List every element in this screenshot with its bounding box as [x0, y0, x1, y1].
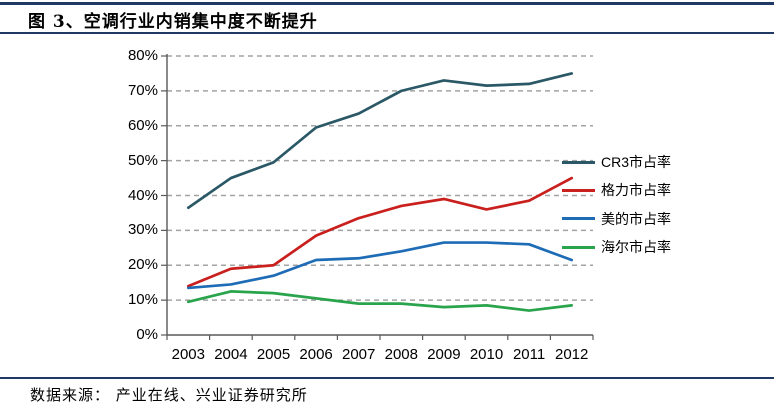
legend-line-swatch [562, 245, 595, 249]
y-tick-label: 10% [127, 291, 158, 309]
data-source-note: 数据来源： 产业在线、兴业证券研究所 [30, 386, 308, 404]
legend-line-swatch [562, 188, 595, 192]
series-line-海尔市占率 [186, 290, 574, 312]
legend-label: CR3市占率 [601, 154, 672, 170]
legend-item: 格力市占率 [562, 179, 671, 201]
y-tick-label: 60% [127, 116, 158, 134]
y-tick-label: 40% [127, 186, 158, 204]
legend-label: 美的市占率 [601, 210, 671, 227]
x-tick-label: 2009 [427, 346, 461, 363]
x-tick-label: 2004 [214, 346, 248, 363]
series-line-CR3市占率 [186, 72, 574, 210]
legend-item: 海尔市占率 [562, 236, 671, 258]
y-tick-label: 20% [127, 256, 158, 274]
x-tick-label: 2011 [512, 346, 546, 363]
y-tick-label: 80% [127, 47, 158, 64]
y-tick-label: 50% [127, 151, 158, 169]
x-tick-label: 2005 [256, 346, 291, 363]
x-tick-label: 2012 [555, 346, 589, 363]
legend-line-swatch [562, 217, 595, 221]
x-tick-label: 2008 [384, 346, 418, 363]
legend-label: 格力市占率 [601, 182, 671, 199]
x-tick-label: 2010 [469, 346, 504, 363]
series-line-格力市占率 [186, 176, 574, 288]
y-tick-label: 70% [127, 81, 158, 99]
x-tick-label: 2007 [342, 346, 376, 363]
y-tick-label: 30% [127, 221, 158, 239]
legend-item: CR3市占率 [562, 151, 671, 173]
legend-label: 海尔市占率 [601, 239, 671, 256]
x-tick-label: 2003 [171, 346, 205, 363]
y-tick-label: 0% [136, 326, 158, 343]
x-tick-label: 2006 [299, 346, 333, 363]
legend-item: 美的市占率 [562, 208, 671, 230]
title-divider-rule [0, 32, 774, 34]
top-rule [0, 2, 774, 5]
legend-line-swatch [562, 160, 595, 164]
series-line-美的市占率 [186, 241, 574, 290]
footer-rule [0, 377, 774, 379]
figure-title: 图 3、空调行业内销集中度不断提升 [28, 12, 318, 32]
